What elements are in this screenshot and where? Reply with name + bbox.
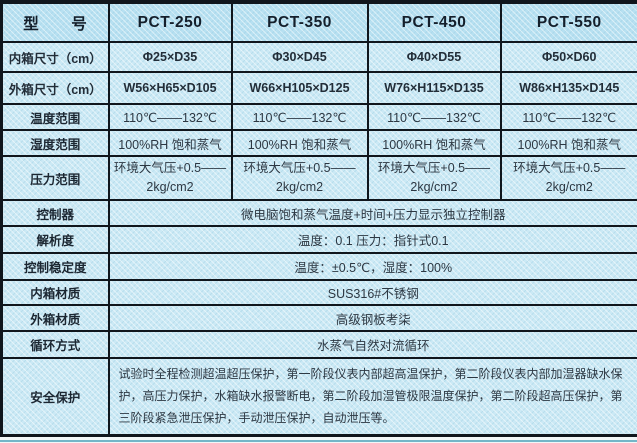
merged-value-cell: SUS316#不锈钢 bbox=[109, 280, 637, 305]
merged-value-cell: 试验时全程检测超温超压保护，第一阶段仪表内部超高温保护，第二阶段仪表内部加湿器缺… bbox=[109, 358, 637, 435]
merged-value-cell: 温度：±0.5℃，湿度：100% bbox=[109, 253, 637, 280]
spec-cell: 100%RH 饱和蒸气 bbox=[109, 130, 232, 156]
spec-cell: W76×H115×D135 bbox=[368, 72, 501, 104]
table-row-circulation: 循环方式 水蒸气自然对流循环 bbox=[2, 331, 637, 358]
table-row-humidity-range: 湿度范围 100%RH 饱和蒸气 100%RH 饱和蒸气 100%RH 饱和蒸气… bbox=[2, 130, 637, 156]
spec-cell: W66×H105×D125 bbox=[232, 72, 368, 104]
header-row: 型 号 PCT-250 PCT-350 PCT-450 PCT-550 bbox=[2, 2, 637, 42]
table-row-controller: 控制器 微电脑饱和蒸气温度+时间+压力显示独立控制器 bbox=[2, 200, 637, 226]
spec-cell: W86×H135×D145 bbox=[501, 72, 637, 104]
merged-value-cell: 微电脑饱和蒸气温度+时间+压力显示独立控制器 bbox=[109, 200, 637, 226]
spec-cell: 环境大气压+0.5—— 2kg/cm2 bbox=[109, 156, 232, 200]
header-model-pct250: PCT-250 bbox=[109, 2, 232, 42]
spec-cell: 110℃——132℃ bbox=[232, 104, 368, 130]
table-row-temp-range: 温度范围 110℃——132℃ 110℃——132℃ 110℃——132℃ 11… bbox=[2, 104, 637, 130]
row-label: 温度范围 bbox=[2, 104, 109, 130]
row-label: 内箱尺寸（cm） bbox=[2, 42, 109, 72]
row-label: 内箱材质 bbox=[2, 280, 109, 305]
row-label: 控制稳定度 bbox=[2, 253, 109, 280]
merged-value-cell: 高级钢板考柒 bbox=[109, 305, 637, 331]
spec-cell: Φ50×D60 bbox=[501, 42, 637, 72]
row-label: 外箱尺寸（cm） bbox=[2, 72, 109, 104]
spec-cell: Φ25×D35 bbox=[109, 42, 232, 72]
row-label: 解析度 bbox=[2, 226, 109, 253]
merged-value-cell: 温度：0.1 压力：指针式0.1 bbox=[109, 226, 637, 253]
table-row-inner-material: 内箱材质 SUS316#不锈钢 bbox=[2, 280, 637, 305]
header-model-pct550: PCT-550 bbox=[501, 2, 637, 42]
table-row-pressure-range: 压力范围 环境大气压+0.5—— 2kg/cm2 环境大气压+0.5—— 2kg… bbox=[2, 156, 637, 200]
header-model-pct450: PCT-450 bbox=[368, 2, 501, 42]
row-label: 压力范围 bbox=[2, 156, 109, 200]
spec-cell: 环境大气压+0.5—— 2kg/cm2 bbox=[368, 156, 501, 200]
spec-cell: 100%RH 饱和蒸气 bbox=[368, 130, 501, 156]
spec-cell: 环境大气压+0.5—— 2kg/cm2 bbox=[232, 156, 368, 200]
table-row-inner-size: 内箱尺寸（cm） Φ25×D35 Φ30×D45 Φ40×D55 Φ50×D60 bbox=[2, 42, 637, 72]
spec-cell: 110℃——132℃ bbox=[109, 104, 232, 130]
row-label: 湿度范围 bbox=[2, 130, 109, 156]
spec-cell: Φ30×D45 bbox=[232, 42, 368, 72]
row-label: 循环方式 bbox=[2, 331, 109, 358]
merged-value-cell: 水蒸气自然对流循环 bbox=[109, 331, 637, 358]
table-row-safety-protection: 安全保护 试验时全程检测超温超压保护，第一阶段仪表内部超高温保护，第二阶段仪表内… bbox=[2, 358, 637, 435]
table-row-resolution: 解析度 温度：0.1 压力：指针式0.1 bbox=[2, 226, 637, 253]
spec-cell: 100%RH 饱和蒸气 bbox=[232, 130, 368, 156]
header-model-label: 型 号 bbox=[2, 2, 109, 42]
spec-cell: 110℃——132℃ bbox=[368, 104, 501, 130]
table-row-outer-size: 外箱尺寸（cm） W56×H65×D105 W66×H105×D125 W76×… bbox=[2, 72, 637, 104]
spec-cell: 110℃——132℃ bbox=[501, 104, 637, 130]
row-label: 控制器 bbox=[2, 200, 109, 226]
row-label: 安全保护 bbox=[2, 358, 109, 435]
spec-cell: 环境大气压+0.5—— 2kg/cm2 bbox=[501, 156, 637, 200]
spec-cell: Φ40×D55 bbox=[368, 42, 501, 72]
table-row-outer-material: 外箱材质 高级钢板考柒 bbox=[2, 305, 637, 331]
spec-cell: W56×H65×D105 bbox=[109, 72, 232, 104]
row-label: 外箱材质 bbox=[2, 305, 109, 331]
header-model-pct350: PCT-350 bbox=[232, 2, 368, 42]
table-row-control-stability: 控制稳定度 温度：±0.5℃，湿度：100% bbox=[2, 253, 637, 280]
bottom-accent-line bbox=[0, 440, 637, 442]
spec-cell: 100%RH 饱和蒸气 bbox=[501, 130, 637, 156]
bottom-strip bbox=[0, 437, 637, 443]
